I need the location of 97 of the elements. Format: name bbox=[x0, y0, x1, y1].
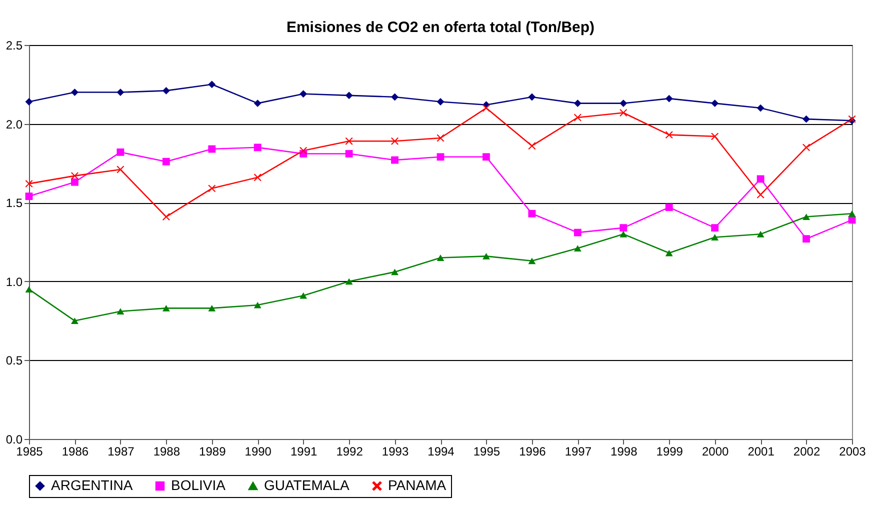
point bbox=[756, 175, 764, 183]
point bbox=[345, 150, 353, 158]
point bbox=[528, 93, 536, 101]
point bbox=[436, 153, 444, 161]
x-tick-label: 1985 bbox=[16, 444, 44, 458]
legend-label: GUATEMALA bbox=[264, 477, 350, 493]
point bbox=[848, 210, 856, 217]
y-tick-label: 0.5 bbox=[6, 354, 23, 368]
x-tick-label: 1992 bbox=[336, 444, 364, 458]
point bbox=[208, 184, 216, 192]
point bbox=[802, 115, 810, 123]
point bbox=[711, 234, 719, 240]
point bbox=[436, 134, 444, 142]
point bbox=[300, 90, 308, 98]
point bbox=[665, 131, 673, 139]
point bbox=[620, 100, 628, 108]
point bbox=[711, 224, 719, 232]
point bbox=[620, 230, 628, 238]
point bbox=[391, 268, 398, 276]
point bbox=[25, 192, 33, 200]
point bbox=[802, 235, 810, 243]
point bbox=[300, 292, 308, 299]
point bbox=[436, 254, 444, 261]
point bbox=[71, 88, 78, 96]
y-tick-label: 2.0 bbox=[6, 117, 23, 132]
point bbox=[345, 278, 353, 285]
y-tick-label: 2.5 bbox=[6, 38, 23, 52]
x-tick-label: 1989 bbox=[199, 444, 226, 458]
point bbox=[482, 153, 490, 161]
point bbox=[162, 213, 170, 220]
point bbox=[116, 88, 124, 96]
legend-label: ARGENTINA bbox=[51, 477, 134, 493]
x-tick-label: 1991 bbox=[290, 444, 318, 458]
point bbox=[665, 94, 673, 102]
point bbox=[25, 180, 33, 188]
x-tick-label: 1995 bbox=[473, 444, 500, 458]
point bbox=[71, 318, 78, 324]
point bbox=[528, 210, 536, 218]
point bbox=[711, 100, 719, 108]
point bbox=[802, 214, 810, 220]
point bbox=[345, 137, 353, 145]
x-tick-label: 1998 bbox=[610, 444, 638, 458]
point bbox=[665, 250, 673, 256]
point bbox=[574, 228, 582, 236]
point bbox=[208, 80, 216, 88]
x-tick-label: 1997 bbox=[564, 444, 592, 458]
point bbox=[574, 100, 582, 108]
point bbox=[802, 144, 810, 152]
point bbox=[162, 304, 170, 312]
point bbox=[254, 174, 262, 182]
point bbox=[665, 204, 673, 212]
x-tick-label: 1990 bbox=[244, 444, 272, 458]
point bbox=[71, 178, 78, 186]
x-tick-label: 1996 bbox=[519, 444, 546, 458]
point bbox=[162, 86, 170, 94]
x-tick-label: 1988 bbox=[153, 444, 180, 458]
x-tick-label: 1993 bbox=[382, 444, 409, 458]
point bbox=[254, 144, 262, 152]
point bbox=[528, 142, 536, 150]
point bbox=[620, 224, 628, 232]
legend-label: BOLIVIA bbox=[171, 477, 226, 493]
chart-title: Emisiones de CO2 en oferta total (Ton/Bep) bbox=[286, 19, 595, 36]
x-tick-label: 2001 bbox=[748, 444, 775, 458]
point bbox=[482, 104, 490, 112]
point bbox=[391, 156, 398, 164]
y-tick-label: 1.5 bbox=[6, 196, 23, 210]
x-tick-label: 2003 bbox=[839, 444, 866, 458]
point bbox=[116, 148, 124, 156]
point bbox=[391, 137, 398, 145]
point bbox=[162, 158, 170, 166]
x-tick-label: 2000 bbox=[702, 444, 730, 458]
point bbox=[345, 92, 353, 100]
point bbox=[482, 252, 490, 260]
point bbox=[574, 245, 582, 252]
point bbox=[756, 191, 764, 198]
point bbox=[71, 172, 78, 180]
x-tick-label: 1987 bbox=[108, 444, 135, 458]
legend-label: PANAMA bbox=[388, 477, 447, 493]
point bbox=[756, 104, 764, 112]
point bbox=[116, 166, 124, 174]
point bbox=[756, 230, 764, 238]
point bbox=[620, 109, 628, 116]
point bbox=[254, 302, 262, 308]
point bbox=[208, 145, 216, 153]
point bbox=[711, 132, 719, 140]
y-tick-label: 0.0 bbox=[6, 432, 23, 446]
x-tick-label: 1994 bbox=[428, 444, 455, 458]
point bbox=[574, 114, 582, 122]
x-tick-label: 1999 bbox=[656, 444, 684, 458]
point bbox=[208, 304, 216, 312]
x-tick-label: 1986 bbox=[62, 444, 89, 458]
point bbox=[25, 286, 33, 292]
y-tick-label: 1.0 bbox=[6, 274, 23, 289]
x-tick-label: 2002 bbox=[793, 444, 820, 458]
point bbox=[528, 258, 536, 264]
point bbox=[254, 100, 262, 108]
point bbox=[116, 308, 124, 315]
